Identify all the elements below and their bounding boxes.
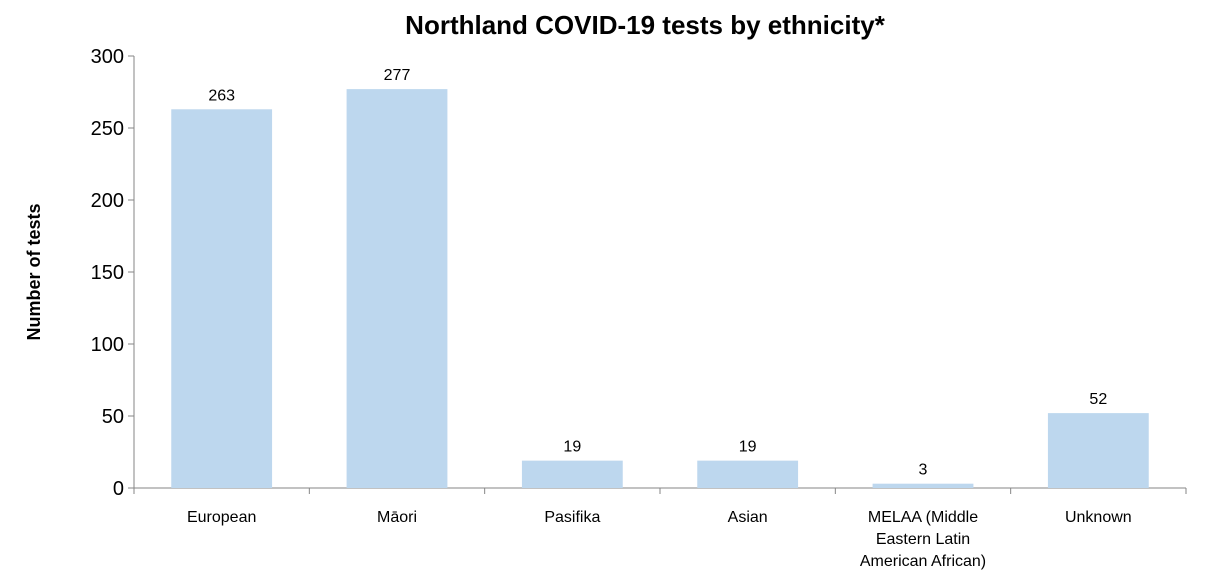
- bar: [872, 483, 974, 488]
- chart-title: Northland COVID-19 tests by ethnicity*: [405, 10, 886, 40]
- data-labels: 263 277 19 19 3 52: [208, 67, 1107, 479]
- x-tick-label: MELAA (Middle Eastern Latin American Afric…: [860, 509, 986, 570]
- y-tick-label: 150: [91, 262, 124, 284]
- bar-value-label: 19: [739, 439, 757, 456]
- bar: [346, 89, 448, 489]
- x-tick-label: Unknown: [1065, 509, 1132, 526]
- x-tick-labels: European Māori Pasifika Asian MELAA (Middle E…: [187, 509, 1132, 570]
- bar-value-label: 19: [563, 439, 581, 456]
- y-tick-label: 0: [113, 478, 124, 500]
- bar: [521, 460, 623, 488]
- x-tick-label: Pasifika: [544, 509, 600, 526]
- y-tick-label: 250: [91, 118, 124, 140]
- x-tick-label: European: [187, 509, 256, 526]
- x-axis: [133, 487, 1187, 494]
- bar-value-label: 263: [208, 87, 235, 104]
- bar-value-label: 3: [919, 462, 928, 479]
- x-tick-label: Māori: [377, 509, 417, 526]
- y-tick-label: 100: [91, 334, 124, 356]
- bar: [697, 460, 799, 488]
- x-tick-label: Asian: [728, 509, 768, 526]
- bar: [171, 109, 273, 488]
- y-tick-label: 50: [102, 406, 124, 428]
- bar-value-label: 277: [384, 67, 411, 84]
- bar-value-label: 52: [1089, 391, 1107, 408]
- y-axis-label: Number of tests: [24, 203, 44, 340]
- y-axis: 0 50 100 150 200 250 300: [91, 46, 135, 500]
- bars: [171, 89, 1149, 489]
- y-tick-label: 200: [91, 190, 124, 212]
- bar: [1047, 413, 1149, 488]
- y-tick-label: 300: [91, 46, 124, 68]
